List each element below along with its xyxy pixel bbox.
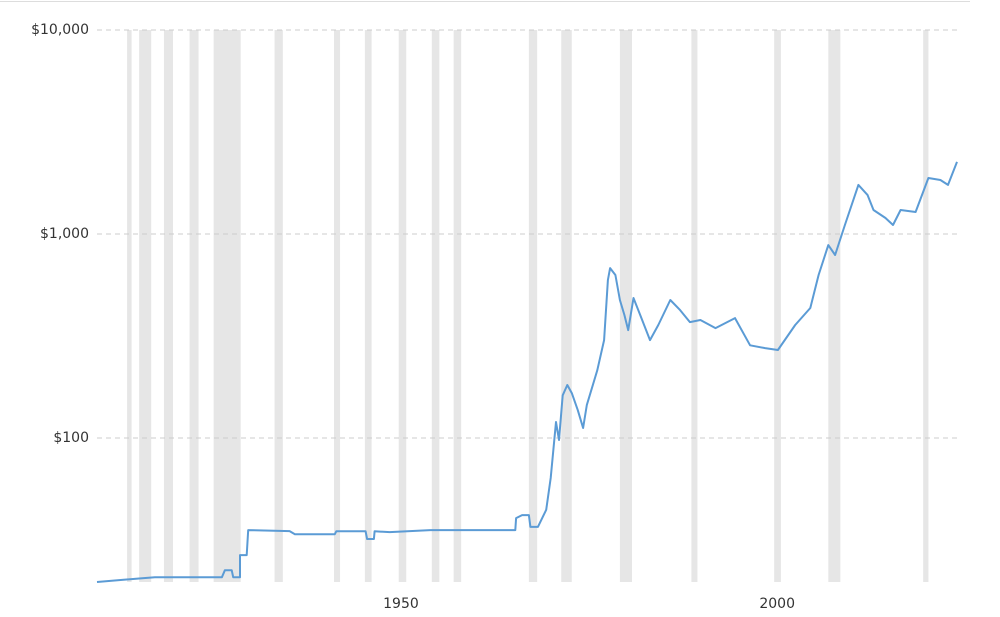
recession-band	[127, 30, 132, 582]
recession-band	[453, 30, 462, 582]
recession-band	[364, 30, 372, 582]
recession-band	[619, 30, 632, 582]
recession-band	[774, 30, 781, 582]
recession-band	[528, 30, 538, 582]
recession-band	[163, 30, 173, 582]
recession-band	[923, 30, 929, 582]
recession-band	[561, 30, 572, 582]
recession-bands	[127, 30, 929, 582]
recession-band	[691, 30, 698, 582]
plot	[96, 161, 958, 583]
price-line	[96, 161, 958, 583]
y-tick-label: $10,000	[31, 22, 89, 38]
recession-band	[398, 30, 407, 582]
recession-band	[139, 30, 152, 582]
recession-band	[189, 30, 199, 582]
x-tick-label: 1950	[383, 596, 419, 612]
recession-band	[431, 30, 440, 582]
y-tick-label: $1,000	[40, 226, 89, 242]
grid: $100 $1,000 $10,000 1950 2000	[31, 22, 957, 612]
recession-band	[828, 30, 841, 582]
recession-band	[213, 30, 241, 582]
x-tick-label: 2000	[759, 596, 795, 612]
recession-band	[274, 30, 283, 582]
y-tick-label: $100	[53, 430, 89, 446]
recession-band	[334, 30, 341, 582]
